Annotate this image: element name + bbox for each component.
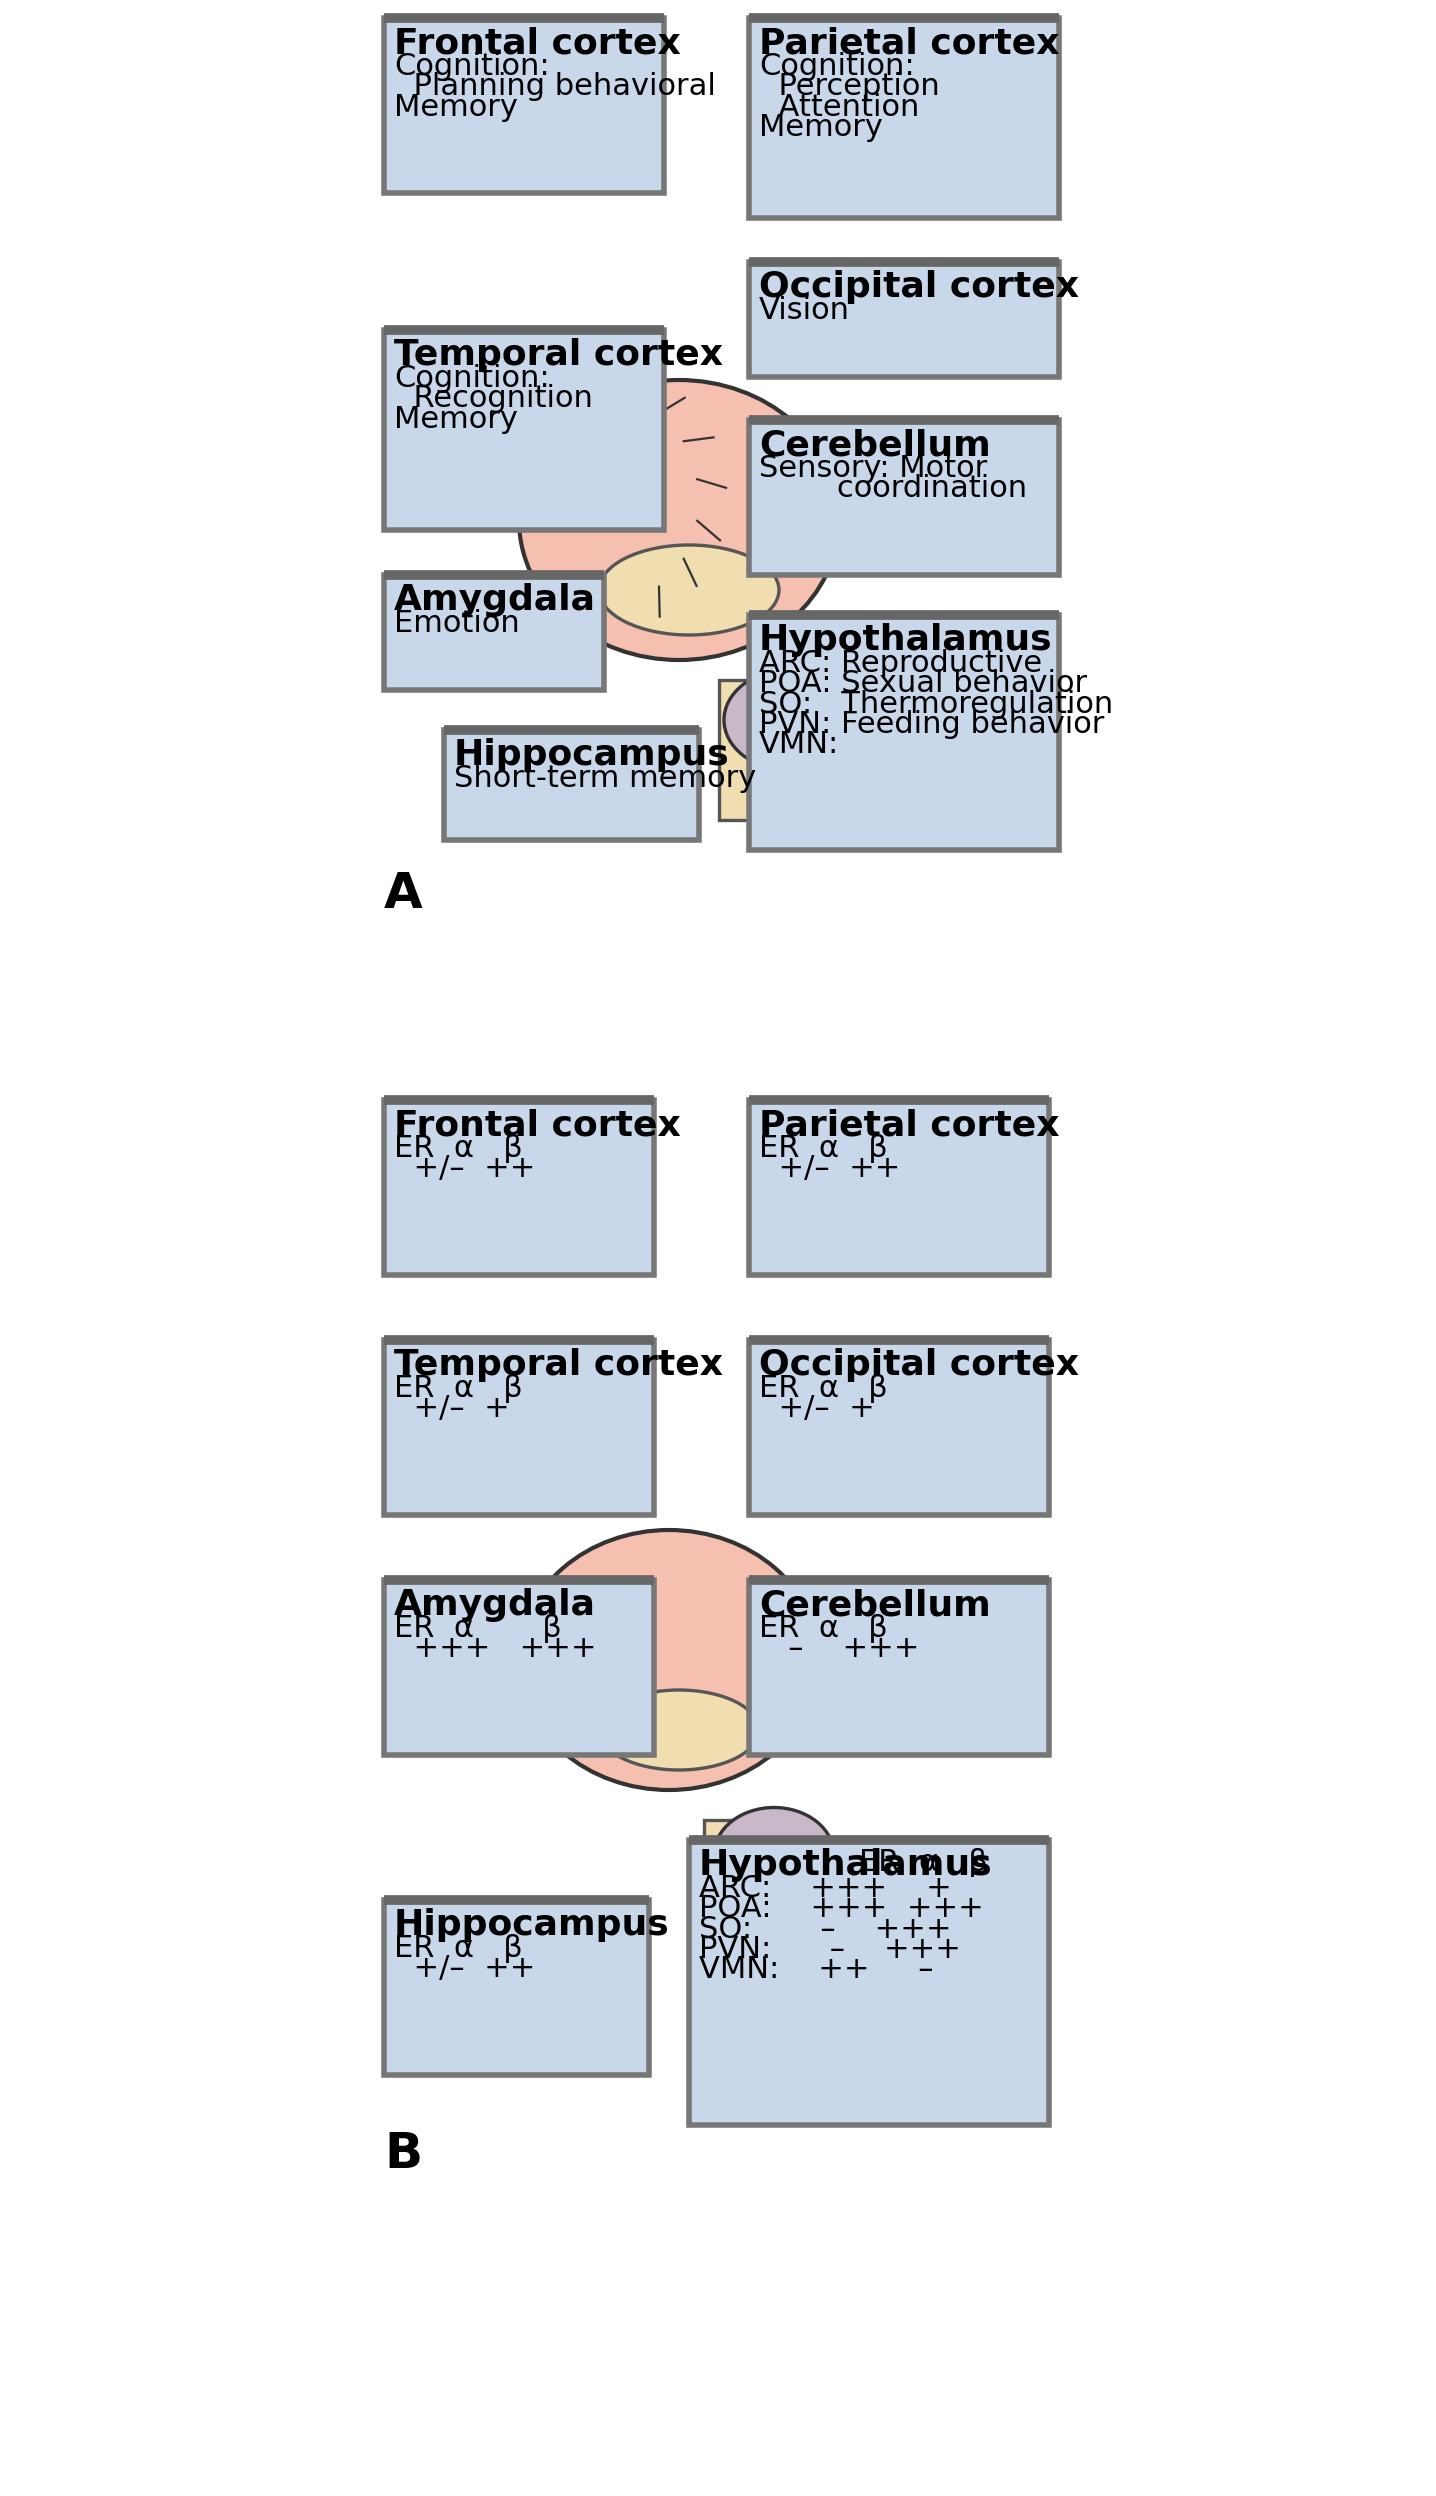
Ellipse shape: [518, 1530, 819, 1790]
Text: +++   +++: +++ +++: [393, 1635, 596, 1662]
Bar: [750, 17, 1058, 217]
Text: Hippocampus: Hippocampus: [393, 1907, 669, 1942]
Bar: [383, 1899, 649, 2074]
Text: Short-term memory: Short-term memory: [454, 764, 757, 794]
Text: Attention: Attention: [760, 92, 919, 122]
Text: Parietal cortex: Parietal cortex: [760, 25, 1060, 60]
Text: PVN: Feeding behavior: PVN: Feeding behavior: [760, 709, 1104, 739]
Text: –    +++: – +++: [760, 1635, 919, 1662]
Text: +/–  +: +/– +: [760, 1395, 875, 1423]
Text: ARC:    +++    +: ARC: +++ +: [699, 1874, 952, 1902]
Text: ER  α   β: ER α β: [859, 1847, 988, 1877]
Text: Occipital cortex: Occipital cortex: [760, 1348, 1078, 1383]
Bar: [383, 1340, 653, 1515]
Bar: [750, 1101, 1050, 1275]
Text: ER  α   β: ER α β: [393, 1934, 523, 1962]
Bar: [383, 1580, 653, 1755]
Bar: [704, 1820, 742, 1949]
Text: ER  α   β: ER α β: [760, 1133, 887, 1163]
Text: POA:    +++  +++: POA: +++ +++: [699, 1894, 984, 1924]
Ellipse shape: [518, 379, 839, 659]
Text: Cognition:: Cognition:: [760, 52, 915, 80]
Text: Amygdala: Amygdala: [393, 1587, 596, 1622]
Text: VMN:: VMN:: [760, 731, 839, 759]
Text: SO:       –    +++: SO: – +++: [699, 1914, 952, 1944]
Text: Parietal cortex: Parietal cortex: [760, 1108, 1060, 1143]
Bar: [719, 679, 760, 821]
Text: Cognition:: Cognition:: [393, 364, 550, 392]
Text: POA: Sexual behavior: POA: Sexual behavior: [760, 669, 1087, 699]
Text: Cerebellum: Cerebellum: [760, 1587, 991, 1622]
Text: +/–  ++: +/– ++: [393, 1954, 536, 1984]
Bar: [383, 329, 663, 529]
Text: ER  α   β: ER α β: [760, 1373, 887, 1403]
Text: Occipital cortex: Occipital cortex: [760, 270, 1078, 305]
Bar: [383, 17, 663, 192]
Text: Hypothalamus: Hypothalamus: [760, 624, 1053, 656]
Text: Planning behavioral: Planning behavioral: [393, 72, 717, 102]
Text: Amygdala: Amygdala: [393, 584, 596, 617]
Text: ARC: Reproductive: ARC: Reproductive: [760, 649, 1043, 679]
Bar: [444, 729, 699, 841]
Bar: [383, 1101, 653, 1275]
Text: coordination: coordination: [760, 474, 1027, 504]
Text: Frontal cortex: Frontal cortex: [393, 1108, 681, 1143]
Text: Perception: Perception: [760, 72, 939, 102]
Text: Temporal cortex: Temporal cortex: [393, 337, 722, 372]
Text: Sensory: Motor: Sensory: Motor: [760, 454, 988, 484]
Bar: [750, 262, 1058, 377]
Text: +/–  ++: +/– ++: [760, 1153, 900, 1183]
Text: ER  α   β: ER α β: [393, 1373, 523, 1403]
Bar: [750, 614, 1058, 851]
Bar: [689, 1840, 1050, 2124]
Text: VMN:    ++     –: VMN: ++ –: [699, 1954, 933, 1984]
Text: Cognition:: Cognition:: [393, 52, 550, 80]
Text: +/–  ++: +/– ++: [393, 1153, 536, 1183]
Ellipse shape: [714, 1807, 834, 1902]
Bar: [750, 1340, 1050, 1515]
Text: ER  α   β: ER α β: [760, 1615, 887, 1642]
Text: A: A: [383, 871, 422, 919]
Text: Vision: Vision: [760, 297, 850, 324]
Text: Temporal cortex: Temporal cortex: [393, 1348, 722, 1383]
Text: SO:   Thermoregulation: SO: Thermoregulation: [760, 689, 1113, 719]
Ellipse shape: [599, 1690, 760, 1770]
Text: Memory: Memory: [393, 404, 518, 434]
Text: Memory: Memory: [760, 112, 883, 142]
Text: Hippocampus: Hippocampus: [454, 739, 729, 771]
Ellipse shape: [599, 544, 778, 634]
Bar: [383, 574, 605, 689]
Text: Hypothalamus: Hypothalamus: [699, 1847, 992, 1882]
Text: Emotion: Emotion: [393, 609, 520, 639]
Text: +/–  +: +/– +: [393, 1395, 510, 1423]
Text: Frontal cortex: Frontal cortex: [393, 25, 681, 60]
Text: Memory: Memory: [393, 92, 518, 122]
Text: Cerebellum: Cerebellum: [760, 427, 991, 462]
Ellipse shape: [724, 669, 854, 769]
Bar: [750, 419, 1058, 574]
Text: PVN:      –    +++: PVN: – +++: [699, 1934, 961, 1964]
Bar: [750, 1580, 1050, 1755]
Text: B: B: [383, 2129, 422, 2179]
Text: ER  α       β: ER α β: [393, 1615, 561, 1642]
Text: ER  α   β: ER α β: [393, 1133, 523, 1163]
Text: Recognition: Recognition: [393, 384, 593, 414]
